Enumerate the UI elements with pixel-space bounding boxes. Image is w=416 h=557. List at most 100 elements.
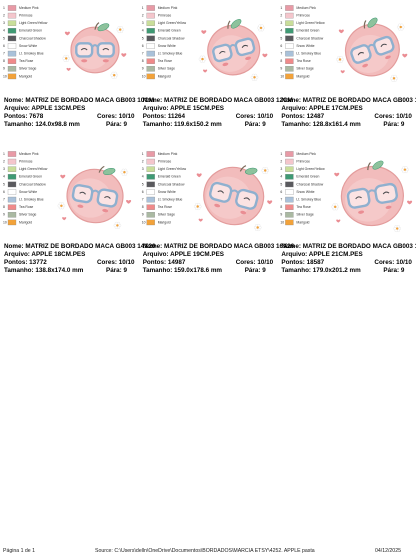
thread-swatch (146, 58, 155, 64)
design-name: Nome: MATRIZ DE BORDADO MACA GB003 18 (281, 243, 416, 250)
thread-number: 8 (142, 205, 144, 209)
thread-number: 10 (280, 220, 284, 224)
apple (344, 17, 400, 77)
thread-swatch (146, 166, 155, 172)
thread-swatch (285, 212, 294, 218)
thread-name: Emerald Green (296, 29, 319, 33)
thread-name: Marigold (158, 220, 171, 224)
thread-name: Emerald Green (296, 175, 319, 179)
design-stops: Pára: 9 (383, 121, 405, 128)
thread-name: Charcoal Shadow (158, 36, 185, 40)
thread-name: Charcoal Shadow (19, 36, 46, 40)
thread-name: Tea Rose (296, 59, 310, 63)
apple (203, 165, 265, 226)
thread-name: Emerald Green (19, 29, 42, 33)
thread-swatch (7, 20, 17, 26)
thread-swatch (7, 219, 17, 226)
design-stops: Pára: 9 (244, 267, 266, 274)
daisy-center (256, 226, 259, 229)
design-stops: Pára: 9 (244, 121, 266, 128)
thread-name: Lt. Smokey Blue (158, 51, 183, 55)
design-file: Arquivo: APPLE 15CM.PES (142, 105, 224, 112)
thread-name: Light Green/Yellow (19, 167, 48, 171)
thread-number: 4 (3, 175, 5, 179)
apple (66, 165, 124, 224)
thread-number: 3 (142, 167, 144, 171)
thread-number: 4 (280, 175, 282, 179)
thread-swatch (146, 28, 155, 34)
apple (207, 19, 261, 76)
thread-name: Medium Pink (158, 6, 178, 10)
glasses-bridge (367, 43, 375, 49)
thread-swatch (7, 58, 17, 64)
thread-number: 7 (3, 197, 5, 201)
thread-swatch (285, 219, 294, 226)
thread-swatch (146, 151, 155, 157)
thread-number: 7 (142, 51, 144, 55)
thread-number: 9 (142, 213, 144, 217)
glasses-lens (373, 35, 395, 56)
heart (201, 30, 207, 34)
thread-swatch (146, 50, 155, 57)
thread-number: 2 (142, 159, 144, 163)
thread-name: Emerald Green (158, 29, 181, 33)
thread-number: 8 (3, 59, 5, 63)
design-colors: Cores: 10/10 (97, 259, 135, 266)
thread-swatch (7, 189, 17, 195)
stem (367, 162, 371, 171)
thread-number: 5 (142, 36, 144, 40)
thread-number: 4 (3, 29, 5, 33)
thread-swatch (7, 43, 17, 49)
daisy-center (399, 25, 402, 29)
thread-name: Medium Pink (158, 152, 178, 156)
eye (355, 196, 362, 200)
thread-swatch (285, 73, 294, 80)
daisy-center (116, 224, 119, 227)
eye (217, 190, 224, 194)
thread-number: 7 (3, 51, 5, 55)
thread-swatch (146, 20, 155, 26)
thread-name: Marigold (19, 74, 32, 78)
thread-number: 10 (280, 74, 284, 78)
thread-number: 4 (142, 175, 144, 179)
stem (363, 20, 367, 29)
design-file: Arquivo: APPLE 19CM.PES (142, 251, 224, 258)
thread-name: Silver Sage (19, 67, 36, 71)
design-stops: Pára: 9 (106, 121, 128, 128)
thread-name: Marigold (296, 74, 309, 78)
thread-swatch (7, 181, 17, 188)
glasses-lens (96, 188, 119, 208)
thread-number: 5 (142, 182, 144, 186)
thread-swatch (146, 43, 155, 49)
design-stops: Pára: 9 (383, 267, 405, 274)
thread-swatch (146, 181, 155, 188)
heart (62, 217, 67, 221)
glasses-lens (374, 182, 398, 204)
daisy-center (334, 205, 337, 209)
design-size: Tamanho: 128.8x161.4 mm (281, 121, 361, 128)
date: 04/12/2025 (375, 548, 401, 554)
stem (94, 22, 100, 30)
design-file: Arquivo: APPLE 21CM.PES (281, 251, 363, 258)
eye (79, 191, 86, 195)
thread-name: Charcoal Shadow (296, 36, 323, 40)
thread-number: 3 (280, 21, 282, 25)
thread-name: Snow White (296, 44, 314, 48)
petal (113, 71, 117, 75)
thread-number: 2 (280, 159, 282, 163)
eye (357, 52, 365, 56)
thread-swatch (146, 174, 155, 180)
cheek (102, 208, 109, 213)
glasses-lens (75, 42, 94, 58)
cheek (81, 59, 88, 63)
artwork: 1 Medium Pink 2 Primrose 3 Light Green/Yellow… (3, 5, 413, 233)
thread-number: 5 (280, 182, 282, 186)
thread-number: 7 (280, 197, 282, 201)
thread-number: 1 (142, 6, 144, 10)
design-stitches: Pontos: 12487 (281, 113, 325, 120)
design-size: Tamanho: 159.0x178.6 mm (142, 267, 223, 274)
thread-swatch (7, 73, 17, 80)
thread-swatch (7, 158, 17, 165)
thread-number: 3 (3, 167, 5, 171)
